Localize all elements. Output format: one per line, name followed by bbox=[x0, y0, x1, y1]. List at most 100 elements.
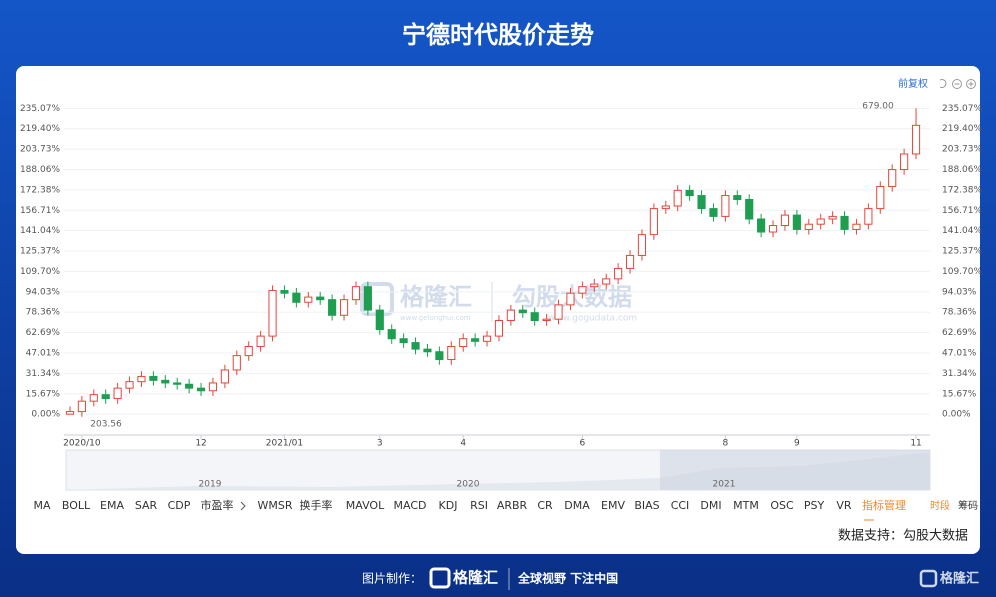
candle-body bbox=[673, 189, 682, 207]
y-tick-label: 94.03% bbox=[26, 287, 61, 297]
y2-tick-label: 141.04% bbox=[942, 226, 982, 236]
indicator-tab[interactable]: OSC bbox=[770, 499, 794, 512]
candle-body bbox=[232, 355, 241, 371]
y2-tick-label: 47.01% bbox=[942, 349, 977, 359]
candle-body bbox=[256, 335, 265, 348]
indicator-tab[interactable]: VR bbox=[836, 499, 852, 512]
candle-body bbox=[482, 335, 492, 342]
candle-body bbox=[685, 189, 694, 197]
indicator-tab[interactable]: WMSR bbox=[258, 499, 293, 512]
candle-body bbox=[816, 218, 825, 225]
candle-body bbox=[328, 299, 337, 316]
candle-body bbox=[566, 292, 575, 306]
indicator-tab[interactable]: SAR bbox=[135, 499, 158, 512]
indicator-tab[interactable]: 筹码 bbox=[958, 499, 978, 512]
indicator-tab[interactable]: MAVOL bbox=[346, 499, 385, 512]
candle-body bbox=[137, 375, 146, 383]
indicator-tab[interactable]: MTM bbox=[733, 499, 759, 512]
footer-slogan: 全球视野 下注中国 bbox=[517, 571, 618, 586]
candle-body bbox=[733, 195, 742, 200]
card bbox=[16, 66, 980, 554]
indicator-tab[interactable]: CR bbox=[537, 499, 553, 512]
y-tick-label: 0.00% bbox=[31, 410, 60, 420]
candle-body bbox=[447, 346, 456, 361]
indicator-tab[interactable]: 市盈率 bbox=[201, 498, 234, 512]
candle-body bbox=[530, 312, 539, 321]
indicator-tab[interactable]: 换手率 bbox=[300, 498, 333, 512]
y-tick-label: 141.04% bbox=[20, 226, 60, 236]
indicator-tab[interactable]: EMA bbox=[100, 499, 124, 512]
y2-tick-label: 0.00% bbox=[942, 410, 971, 420]
indicator-tab[interactable]: BOLL bbox=[62, 499, 91, 512]
indicator-tab[interactable]: KDJ bbox=[439, 499, 458, 512]
indicator-tab[interactable]: 指标管理 bbox=[862, 498, 906, 512]
chart-tools bbox=[939, 79, 976, 89]
navigator-window[interactable] bbox=[660, 450, 930, 490]
indicator-tab[interactable]: CCI bbox=[671, 499, 690, 512]
candle-body bbox=[292, 292, 301, 303]
indicator-tab[interactable]: MACD bbox=[394, 499, 427, 512]
zoom-out[interactable] bbox=[952, 79, 962, 89]
y-tick-label: 235.07% bbox=[20, 104, 60, 114]
y-tick-label: 156.71% bbox=[20, 206, 60, 216]
indicator-tab[interactable]: EMV bbox=[601, 499, 625, 512]
reset-icon[interactable] bbox=[939, 79, 947, 88]
candle-body bbox=[65, 411, 75, 415]
x-tick-label: 2021/01 bbox=[266, 439, 303, 449]
y2-tick-label: 94.03% bbox=[942, 287, 977, 297]
corner-brand: 格隆汇 bbox=[940, 571, 979, 587]
candle-body bbox=[77, 400, 86, 413]
candle-body bbox=[614, 267, 623, 280]
corner-logo bbox=[919, 569, 938, 588]
candle-body bbox=[900, 153, 909, 171]
y-tick-label: 109.70% bbox=[20, 267, 60, 277]
x-tick-label: 6 bbox=[580, 439, 586, 449]
indicator-tab[interactable]: PSY bbox=[804, 499, 825, 512]
navigator-label: 2021 bbox=[713, 480, 736, 490]
candle-body bbox=[459, 338, 468, 348]
candle-body bbox=[804, 223, 813, 230]
candle-body bbox=[625, 254, 635, 269]
candle-body bbox=[387, 329, 396, 340]
indicator-tab[interactable]: MA bbox=[33, 499, 50, 512]
footer: 图片制作： 格隆汇 全球视野 下注中国 格隆汇 bbox=[362, 567, 979, 590]
indicator-tab[interactable]: DMA bbox=[564, 499, 590, 512]
candle-body bbox=[828, 215, 837, 220]
candle-body bbox=[411, 342, 420, 350]
min-annotation: 203.56 bbox=[90, 420, 122, 430]
max-annotation: 679.00 bbox=[862, 102, 894, 112]
y2-tick-label: 15.67% bbox=[942, 389, 977, 399]
candle-body bbox=[375, 309, 384, 331]
y2-tick-label: 203.73% bbox=[942, 145, 982, 155]
footer-made-by: 图片制作： bbox=[362, 572, 422, 586]
x-tick-label: 4 bbox=[460, 439, 466, 449]
indicator-tab[interactable]: CDP bbox=[168, 499, 191, 512]
tabs-more[interactable] bbox=[240, 501, 246, 511]
indicator-tab[interactable]: BIAS bbox=[634, 499, 659, 512]
candle-body bbox=[89, 394, 98, 402]
indicator-tab[interactable]: RSI bbox=[470, 499, 488, 512]
y-tick-label: 78.36% bbox=[26, 308, 61, 318]
candle-body bbox=[196, 387, 206, 392]
y2-tick-label: 78.36% bbox=[942, 308, 977, 318]
candle-body bbox=[220, 369, 229, 384]
y-tick-label: 125.37% bbox=[20, 247, 60, 257]
indicator-tab[interactable]: 时段 bbox=[930, 499, 950, 512]
candle-body bbox=[173, 382, 182, 385]
zoom-in[interactable] bbox=[966, 79, 976, 89]
indicator-tab[interactable]: ARBR bbox=[497, 499, 528, 512]
indicator-tab[interactable]: DMI bbox=[700, 499, 721, 512]
candle-body bbox=[697, 195, 706, 210]
navigator bbox=[65, 449, 931, 491]
candle-body bbox=[637, 234, 647, 256]
y2-tick-label: 235.07% bbox=[942, 104, 982, 114]
y-tick-label: 62.69% bbox=[26, 328, 61, 338]
adjust-toggle[interactable]: 前复权 bbox=[898, 77, 928, 90]
y-tick-label: 172.38% bbox=[20, 185, 60, 195]
candle-body bbox=[840, 215, 849, 230]
candle-body bbox=[316, 296, 325, 301]
candle-body bbox=[423, 348, 432, 353]
candle-body bbox=[280, 290, 289, 294]
y2-tick-label: 172.38% bbox=[942, 185, 982, 195]
